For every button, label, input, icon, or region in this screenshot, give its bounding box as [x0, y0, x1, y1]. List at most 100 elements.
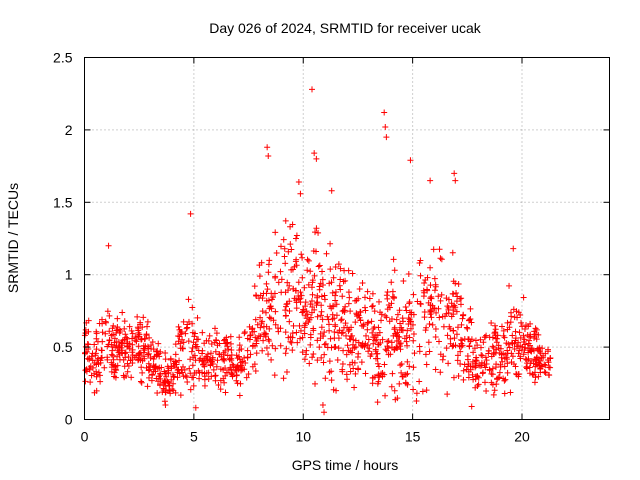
data-point: [258, 259, 265, 266]
data-point: [293, 232, 300, 239]
data-point: [540, 354, 547, 361]
data-point: [289, 347, 296, 354]
data-point: [277, 268, 284, 275]
data-point: [228, 357, 235, 364]
data-point: [429, 321, 436, 328]
data-point: [263, 280, 270, 287]
data-point: [356, 286, 363, 293]
data-point: [210, 366, 217, 373]
data-point: [236, 392, 243, 399]
data-point: [286, 318, 293, 325]
data-point: [332, 323, 339, 330]
data-point: [313, 155, 320, 162]
data-point: [360, 323, 367, 330]
data-point: [532, 325, 539, 332]
data-point: [473, 354, 480, 361]
data-point: [139, 369, 146, 376]
data-point: [498, 354, 505, 361]
data-point: [469, 363, 476, 370]
data-point: [322, 375, 329, 382]
data-point: [124, 368, 131, 375]
data-point: [393, 316, 400, 323]
data-point: [265, 269, 272, 276]
data-point: [492, 326, 499, 333]
data-point: [304, 311, 311, 318]
data-point: [400, 277, 407, 284]
data-point: [458, 321, 465, 328]
data-point: [416, 378, 423, 385]
data-point: [146, 363, 153, 370]
data-point: [122, 349, 129, 356]
data-point: [315, 263, 322, 270]
data-point: [458, 343, 465, 350]
data-point: [461, 361, 468, 368]
data-point: [141, 347, 148, 354]
data-point: [227, 333, 234, 340]
data-point: [323, 250, 330, 257]
data-point: [368, 318, 375, 325]
data-point: [325, 316, 332, 323]
data-point: [474, 342, 481, 349]
data-point: [518, 319, 525, 326]
data-point: [138, 379, 145, 386]
data-point: [215, 381, 222, 388]
data-point: [460, 376, 467, 383]
data-point: [512, 337, 519, 344]
data-point: [265, 336, 272, 343]
data-point: [352, 319, 359, 326]
data-point: [464, 363, 471, 370]
data-point: [209, 354, 216, 361]
data-point: [187, 370, 194, 377]
data-point: [212, 372, 219, 379]
y-tick-labels: 0 0.5 1 1.5 2 2.5: [53, 50, 73, 428]
data-point: [388, 279, 395, 286]
data-point: [520, 351, 527, 358]
data-point: [179, 363, 186, 370]
data-point: [535, 347, 542, 354]
data-point: [172, 341, 179, 348]
data-point: [382, 392, 389, 399]
chart-title: Day 026 of 2024, SRMTID for receiver uca…: [209, 20, 482, 36]
data-point: [432, 326, 439, 333]
data-point: [311, 272, 318, 279]
data-point: [336, 282, 343, 289]
data-point: [93, 328, 100, 335]
data-point: [87, 379, 94, 386]
data-point: [382, 346, 389, 353]
data-point: [162, 356, 169, 363]
x-axis-label: GPS time / hours: [292, 457, 399, 473]
data-point: [486, 334, 493, 341]
data-point: [374, 399, 381, 406]
data-point: [521, 326, 528, 333]
data-point: [379, 373, 386, 380]
data-point: [293, 262, 300, 269]
data-point: [507, 319, 514, 326]
data-point: [517, 353, 524, 360]
y-tick-label: 0: [65, 412, 73, 428]
data-point: [272, 321, 279, 328]
data-point: [288, 339, 295, 346]
data-point: [205, 376, 212, 383]
data-point: [164, 378, 171, 385]
data-point: [314, 337, 321, 344]
data-point: [511, 361, 518, 368]
data-point: [506, 344, 513, 351]
data-point: [239, 364, 246, 371]
data-point: [267, 315, 274, 322]
data-point: [362, 332, 369, 339]
data-point: [467, 316, 474, 323]
data-point: [137, 378, 144, 385]
data-point: [398, 360, 405, 367]
data-point: [530, 371, 537, 378]
data-point: [172, 351, 179, 358]
data-point: [453, 289, 460, 296]
data-point: [244, 347, 251, 354]
data-point: [444, 332, 451, 339]
data-point: [307, 268, 314, 275]
data-point: [112, 366, 119, 373]
data-point: [501, 390, 508, 397]
data-point: [471, 345, 478, 352]
data-point: [155, 340, 162, 347]
data-point: [262, 330, 269, 337]
